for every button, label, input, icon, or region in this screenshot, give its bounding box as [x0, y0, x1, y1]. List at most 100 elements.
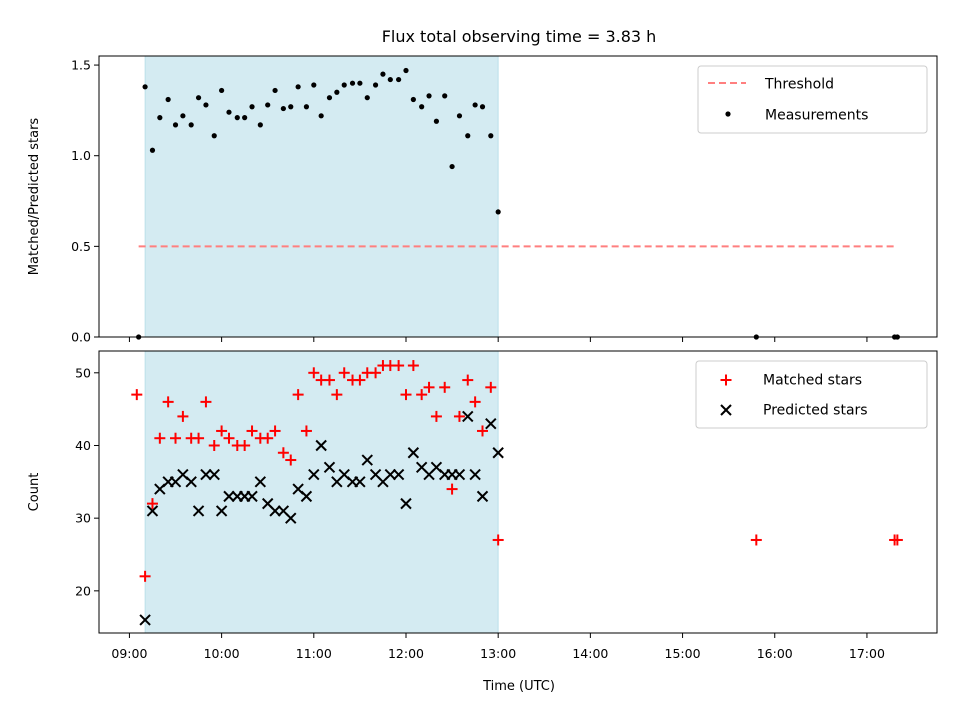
matched-star-point	[131, 389, 143, 401]
matched-star-point	[323, 374, 335, 386]
matched-star-point	[177, 410, 189, 422]
predicted-star-point	[146, 505, 159, 517]
matched-star-point	[354, 374, 366, 386]
measurement-point	[479, 104, 486, 110]
matched-star-point	[469, 396, 481, 408]
measurement-point	[195, 95, 202, 101]
matched-star-point	[200, 396, 212, 408]
ratio-y-axis-label: Matched/Predicted stars	[27, 118, 42, 276]
predicted-star-stroke-b	[215, 505, 228, 517]
matched-star-point	[269, 425, 281, 437]
predicted-star-point	[139, 614, 151, 626]
y-tick-label: 1.5	[71, 58, 91, 73]
predicted-star-stroke-b	[292, 483, 304, 495]
measurement-point	[426, 93, 432, 99]
predicted-star-point	[185, 476, 197, 488]
matched-star-point	[338, 367, 350, 379]
legend-measurements-label: Measurements	[765, 108, 868, 124]
x-tick-label: 10:00	[204, 646, 240, 661]
predicted-star-stroke-b	[492, 447, 504, 459]
x-tick-label: 12:00	[388, 646, 424, 661]
predicted-star-stroke-b	[453, 468, 466, 481]
x-tick-label: 15:00	[665, 646, 701, 661]
x-tick-label: 17:00	[849, 646, 885, 661]
y-tick-label: 50	[75, 365, 91, 380]
predicted-star-point	[485, 417, 497, 430]
predicted-star-stroke-b	[246, 490, 258, 503]
legend-predicted-label: Predicted stars	[763, 403, 868, 419]
predicted-star-stroke-b	[476, 490, 489, 503]
matched-star-point	[750, 534, 762, 546]
predicted-star-stroke-b	[354, 476, 366, 488]
matched-star-point	[208, 439, 220, 451]
predicted-star-stroke-b	[323, 461, 336, 473]
ratio-y-axis: 0.0 0.5 1.0 1.5	[71, 58, 99, 345]
measurement-point	[149, 147, 156, 153]
matched-star-point	[407, 360, 419, 372]
legend-predicted-swatch-b	[720, 404, 732, 416]
matched-star-point	[446, 483, 458, 495]
matched-star-point	[170, 432, 182, 444]
measurement-point	[219, 87, 225, 94]
matched-star-point	[277, 447, 289, 459]
predicted-star-point	[407, 447, 420, 459]
measurement-point	[326, 95, 333, 101]
y-tick-label: 0.0	[71, 330, 91, 345]
measurement-point	[172, 122, 179, 128]
predicted-star-point	[308, 468, 320, 481]
measurement-point	[364, 95, 370, 101]
matched-stars-series	[131, 360, 903, 582]
measurement-point	[456, 113, 463, 119]
measurement-point	[318, 113, 324, 119]
measurement-point	[203, 102, 209, 108]
matched-star-point	[146, 498, 158, 510]
ratio-axes-frame	[98, 55, 938, 338]
predicted-star-stroke-b	[269, 505, 281, 517]
counts-x-axis: 09:00 10:00 11:00 12:00 13:00 14:00 15:00 16:00…	[111, 633, 885, 661]
matched-star-point	[430, 410, 442, 422]
x-axis-label: Time (UTC)	[482, 679, 555, 694]
measurement-point	[257, 122, 263, 128]
predicted-star-stroke-b	[308, 468, 320, 481]
measurement-point	[272, 87, 278, 94]
measurement-point	[380, 71, 386, 77]
observing-window-shade-bottom	[144, 350, 499, 634]
predicted-star-stroke-b	[400, 497, 412, 510]
measurement-point	[488, 133, 494, 139]
measurement-point	[396, 76, 402, 83]
predicted-star-stroke-b	[415, 461, 428, 473]
predicted-star-stroke-b	[361, 454, 373, 466]
predicted-star-stroke-b	[146, 505, 159, 517]
predicted-stars-series	[139, 410, 504, 626]
measurement-point	[242, 115, 248, 121]
measurement-point	[249, 104, 255, 110]
y-tick-label: 1.0	[71, 148, 91, 163]
x-tick-label: 16:00	[757, 646, 793, 661]
measurement-point	[341, 82, 347, 88]
counts-y-axis: 20 30 40 50	[75, 365, 99, 598]
measurement-point	[465, 133, 471, 139]
matched-star-point	[477, 425, 489, 437]
matched-star-point	[223, 432, 235, 444]
predicted-star-stroke-b	[485, 417, 497, 430]
predicted-star-stroke-b	[407, 447, 420, 459]
measurement-point	[295, 84, 301, 90]
matched-star-point	[308, 367, 320, 379]
measurement-point	[433, 118, 440, 124]
measurement-point	[303, 104, 310, 110]
matched-star-point	[262, 432, 274, 444]
predicted-star-point	[361, 454, 373, 466]
predicted-star-stroke-b	[285, 512, 297, 524]
x-tick-label: 13:00	[480, 646, 516, 661]
predicted-star-stroke-b	[223, 490, 235, 503]
predicted-star-point	[476, 490, 489, 503]
matched-star-point	[423, 381, 435, 393]
measurement-point	[311, 82, 317, 88]
matched-star-point	[193, 432, 205, 444]
measurement-point	[403, 67, 409, 74]
measurement-point	[372, 82, 379, 88]
measurement-point	[211, 133, 217, 139]
predicted-star-stroke-b	[384, 468, 397, 481]
predicted-star-point	[208, 468, 220, 481]
